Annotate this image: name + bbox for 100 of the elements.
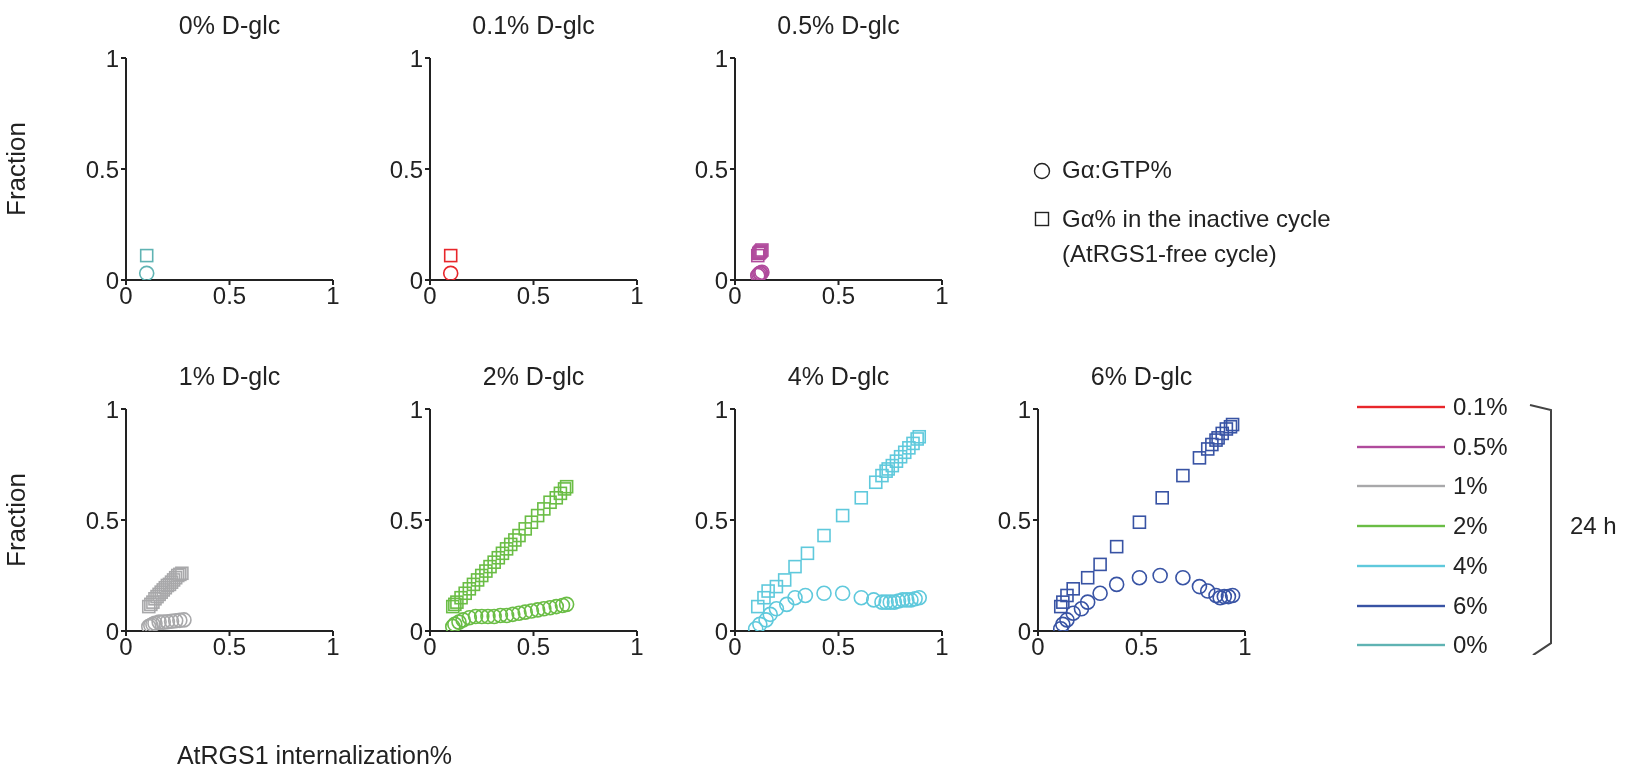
chart-title: 0.1% D-glc	[471, 10, 596, 41]
point	[1055, 616, 1071, 631]
point	[487, 555, 501, 569]
chart-title: 0.5% D-glc	[776, 10, 901, 41]
point	[1132, 515, 1147, 530]
point	[1224, 587, 1241, 604]
point	[894, 592, 911, 608]
point	[788, 559, 802, 574]
point	[1080, 570, 1095, 585]
point	[176, 612, 192, 628]
text: 24 h	[1570, 512, 1617, 541]
point	[163, 613, 180, 630]
point	[505, 606, 521, 623]
x-tick-label: 1	[630, 282, 644, 310]
point	[868, 475, 883, 490]
y-tick-label: 0.5	[997, 506, 1031, 534]
point	[875, 468, 889, 483]
point	[461, 609, 478, 626]
point	[474, 568, 489, 583]
point	[899, 592, 915, 608]
point	[151, 614, 167, 630]
point	[524, 515, 539, 530]
point	[553, 486, 568, 501]
x-tick-label: 1	[326, 633, 340, 661]
text: Gα:GTP%	[1062, 156, 1172, 184]
point	[530, 508, 545, 523]
point	[886, 594, 903, 610]
point	[536, 601, 552, 617]
category-label: 2%	[1453, 512, 1488, 541]
point	[762, 606, 778, 623]
y-tick-label: 0.5	[389, 155, 423, 183]
point	[1066, 582, 1080, 596]
point	[548, 598, 565, 615]
point	[778, 596, 795, 613]
point	[511, 605, 527, 622]
point	[758, 612, 774, 628]
point	[467, 608, 484, 625]
point	[1053, 599, 1068, 614]
chart-title: 0% D-glc	[177, 10, 282, 41]
x-tick-label: 0.5	[212, 282, 247, 310]
point	[906, 436, 920, 451]
point	[1093, 557, 1107, 572]
point	[470, 573, 485, 587]
category-label: 0.1%	[1453, 393, 1508, 421]
point	[159, 613, 176, 630]
point	[458, 586, 472, 601]
point	[885, 458, 900, 473]
point	[503, 537, 518, 552]
point	[1059, 612, 1075, 628]
point	[752, 616, 768, 631]
point	[549, 491, 564, 505]
y-tick-label: 1	[105, 395, 119, 423]
point	[1191, 578, 1208, 595]
x-tick-label: 0.5	[821, 282, 856, 310]
point	[1092, 585, 1108, 602]
point	[800, 546, 815, 561]
point	[1216, 588, 1233, 605]
point	[491, 550, 506, 565]
y-tick-label: 0.5	[694, 155, 728, 183]
point	[480, 608, 496, 625]
point	[1205, 437, 1219, 452]
chart-title: 4% D-glc	[786, 361, 891, 392]
text: Gα% in the inactive cycle	[1062, 205, 1331, 233]
point	[554, 597, 571, 614]
chart-title: 6% D-glc	[1089, 361, 1194, 392]
y-tick-label: 0.5	[85, 506, 119, 534]
point	[454, 590, 468, 605]
point	[462, 582, 477, 596]
point	[517, 604, 534, 620]
chart-title: 1% D-glc	[177, 361, 282, 392]
point	[529, 602, 546, 618]
point	[479, 564, 493, 578]
point	[907, 591, 923, 607]
y-tick-label: 0.5	[389, 506, 423, 534]
y-axis-title: Fraction	[0, 122, 32, 216]
x-tick-label: 0.5	[821, 633, 856, 661]
point	[903, 592, 919, 608]
point	[1073, 601, 1090, 617]
point	[777, 573, 792, 587]
x-tick-label: 1	[630, 633, 644, 661]
point	[1192, 451, 1207, 465]
point	[558, 596, 575, 613]
point	[542, 599, 558, 616]
point	[817, 528, 831, 543]
x-tick-label: 0.5	[516, 633, 551, 661]
point	[499, 542, 514, 556]
point	[1109, 539, 1124, 554]
category-label: 0.5%	[1453, 432, 1508, 461]
y-tick-label: 1	[409, 44, 423, 72]
point	[543, 495, 557, 510]
point	[768, 601, 785, 617]
point	[797, 587, 814, 604]
point	[865, 592, 882, 608]
point	[902, 441, 916, 455]
point	[890, 593, 907, 609]
x-tick-label: 1	[935, 282, 949, 310]
point	[523, 603, 540, 619]
point	[1155, 491, 1169, 505]
point	[761, 584, 775, 598]
category-label: 6%	[1453, 591, 1488, 620]
